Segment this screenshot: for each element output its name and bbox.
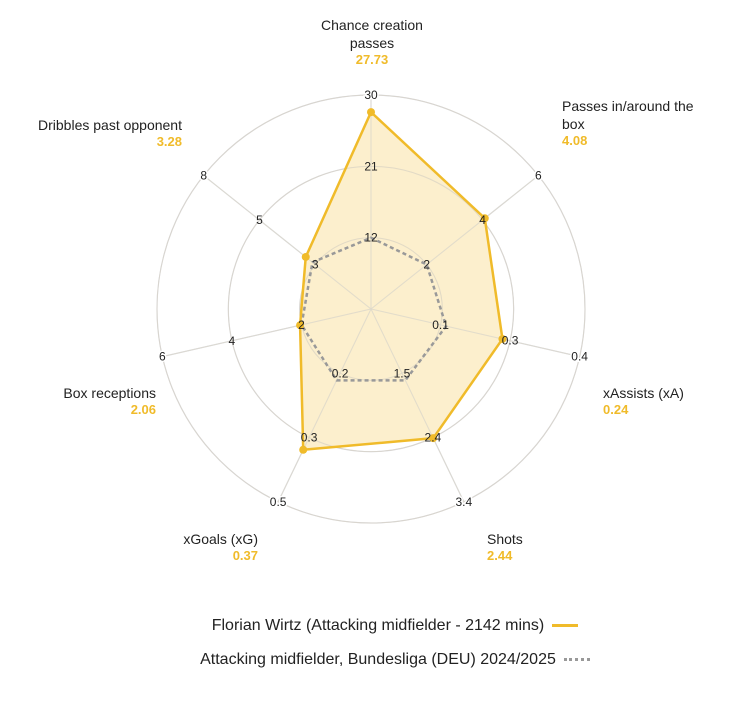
tick-label: 6	[535, 169, 542, 183]
tick-label: 1.5	[394, 366, 411, 380]
axis-value: 3.28	[156, 134, 182, 149]
tick-label: 0.3	[301, 431, 318, 445]
axis-spoke-overlay	[370, 308, 465, 503]
axis-value: 4.08	[562, 133, 588, 148]
axis-name: passes	[349, 35, 395, 51]
axis-spoke-overlay	[370, 308, 580, 358]
axis-label-box-receptions: Box receptions 2.06	[20, 384, 156, 418]
tick-label: 6	[159, 350, 166, 364]
player-point[interactable]	[296, 321, 305, 330]
tick-label: 3.4	[456, 495, 473, 509]
player-line	[298, 110, 504, 452]
radar-series	[156, 94, 586, 524]
tick-label: 5	[256, 213, 263, 227]
tick-label: 2.4	[425, 431, 442, 445]
player-point[interactable]	[301, 252, 310, 261]
tick-label: 4	[228, 334, 235, 348]
tick-label: 4	[479, 213, 486, 227]
axis-value: 27.73	[355, 52, 389, 67]
axis-name: xAssists (xA)	[603, 385, 684, 401]
axis-spoke-overlay	[203, 175, 372, 310]
tick-label: 0.3	[502, 334, 519, 348]
legend-player: Florian Wirtz (Attacking midfielder - 21…	[0, 617, 750, 635]
axis-spoke-overlay	[370, 175, 539, 310]
legend-average-label: Attacking midfielder, Bundesliga (DEU) 2…	[200, 651, 556, 668]
axis-spoke-overlay	[277, 308, 372, 503]
solid-line-swatch-icon	[552, 624, 579, 628]
axis-label-xgoals: xGoals (xG) 0.37	[150, 530, 258, 564]
axis-spoke-overlay	[162, 308, 372, 358]
tick-label: 2	[298, 318, 305, 332]
player-point[interactable]	[480, 214, 489, 223]
axis-name: box	[562, 116, 585, 132]
tick-label: 8	[200, 169, 207, 183]
axis-value: 0.37	[232, 548, 258, 563]
axis-value: 0.24	[603, 402, 629, 417]
axis-value: 2.06	[130, 402, 156, 417]
dotted-line-swatch-icon	[563, 658, 590, 662]
radar-tick-labels: 12 21 30 2 4 6 0.1 0.3 0.4 1.5 2.4 3.4 0.2 0.3 0.5 4 6 2 3…	[158, 87, 590, 511]
tick-label: 3	[312, 258, 319, 272]
player-point[interactable]	[498, 335, 507, 344]
tick-label: 0.1	[432, 318, 449, 332]
player-point[interactable]	[299, 445, 308, 454]
tick-label: 2	[423, 258, 430, 272]
tick-label: 12	[364, 231, 378, 245]
axis-name: Box receptions	[63, 385, 156, 401]
axis-label-passes-box: Passes in/around the box 4.08	[562, 97, 694, 149]
player-point[interactable]	[367, 108, 375, 117]
tick-label: 0.5	[270, 495, 287, 509]
axis-name: Chance creation	[321, 17, 423, 33]
legend-player-label: Florian Wirtz (Attacking midfielder - 21…	[211, 617, 545, 634]
axis-name: Passes in/around the	[562, 98, 694, 114]
axis-name: Dribbles past opponent	[38, 117, 182, 133]
player-area	[300, 112, 503, 450]
axis-name: Shots	[487, 531, 523, 547]
axis-label-shots: Shots 2.44	[487, 530, 523, 564]
legend-average: Attacking midfielder, Bundesliga (DEU) 2…	[0, 651, 750, 669]
axis-value: 2.44	[487, 548, 513, 563]
axis-label-xassists: xAssists (xA) 0.24	[603, 384, 684, 418]
tick-label: 21	[364, 159, 378, 173]
tick-label: 0.4	[571, 350, 588, 364]
axis-label-chance-creation: Chance creation passes 27.73	[300, 16, 444, 68]
axis-name: xGoals (xG)	[183, 531, 258, 547]
tick-label: 30	[364, 88, 378, 102]
tick-label: 0.2	[332, 366, 349, 380]
average-line	[300, 236, 448, 382]
player-point[interactable]	[429, 434, 438, 443]
axis-label-dribbles: Dribbles past opponent 3.28	[10, 116, 182, 150]
